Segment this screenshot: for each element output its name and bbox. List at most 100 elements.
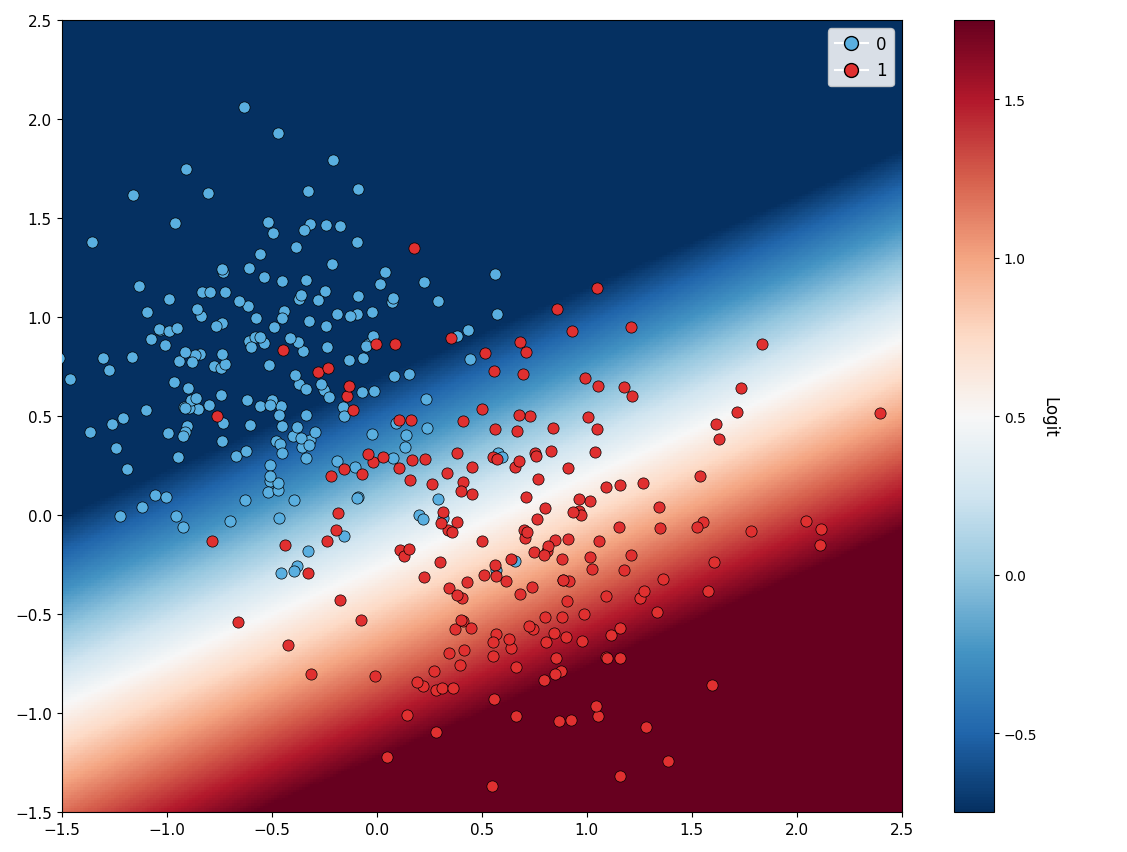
Point <box>444 682 462 695</box>
Point <box>461 353 479 366</box>
Point <box>453 591 471 605</box>
Point <box>416 570 434 584</box>
Point <box>384 452 402 465</box>
Point <box>159 426 177 440</box>
Point <box>454 475 472 489</box>
Point <box>212 362 230 376</box>
Point <box>487 558 505 572</box>
Point <box>544 422 562 435</box>
Point <box>611 479 629 492</box>
Point <box>273 567 291 580</box>
Point <box>559 462 577 475</box>
Point <box>797 515 815 528</box>
Point <box>621 549 639 562</box>
Point <box>239 300 257 314</box>
Point <box>547 651 565 665</box>
Point <box>242 341 260 354</box>
Point <box>174 520 192 533</box>
Point <box>250 248 268 262</box>
Point <box>114 412 132 425</box>
Legend: 0, 1: 0, 1 <box>828 29 894 87</box>
Point <box>364 330 382 343</box>
Point <box>151 324 169 337</box>
Point <box>285 493 303 507</box>
Point <box>548 302 566 316</box>
Point <box>631 591 649 605</box>
Point <box>401 474 419 487</box>
Point <box>176 402 194 416</box>
Point <box>273 274 291 288</box>
Point <box>207 320 225 333</box>
Point <box>527 512 545 526</box>
Point <box>611 652 629 665</box>
Point <box>364 456 382 469</box>
Point <box>400 542 418 556</box>
Point <box>286 369 304 383</box>
Point <box>728 406 746 419</box>
Point <box>335 401 353 415</box>
Point <box>259 216 277 229</box>
Point <box>511 588 529 602</box>
Point <box>261 475 279 488</box>
Point <box>136 403 154 417</box>
Point <box>511 408 529 422</box>
Point <box>160 292 178 306</box>
Point <box>588 423 606 436</box>
Point <box>118 463 136 476</box>
Point <box>483 451 502 464</box>
Point <box>515 523 533 537</box>
Point <box>527 450 545 463</box>
Point <box>335 463 353 476</box>
Point <box>317 219 335 233</box>
Point <box>192 310 210 324</box>
Point <box>352 613 370 627</box>
Point <box>309 294 327 308</box>
Point <box>487 627 505 641</box>
Point <box>216 357 234 371</box>
Point <box>339 380 357 394</box>
Point <box>312 377 330 391</box>
Point <box>348 492 366 505</box>
Point <box>575 607 593 621</box>
Point <box>229 615 247 629</box>
Point <box>294 344 312 358</box>
Point <box>50 352 68 366</box>
Point <box>588 710 606 723</box>
Point <box>289 560 307 573</box>
Point <box>459 576 477 590</box>
Point <box>325 153 343 167</box>
Point <box>39 423 57 436</box>
Point <box>442 331 460 345</box>
Point <box>360 447 378 461</box>
Point <box>284 429 302 443</box>
Point <box>611 769 629 783</box>
Point <box>524 622 542 636</box>
Point <box>476 569 494 583</box>
Point <box>562 714 580 728</box>
Point <box>269 511 287 525</box>
Point <box>699 584 717 598</box>
Point <box>694 516 712 530</box>
Point <box>349 182 367 196</box>
Point <box>247 312 265 325</box>
Point <box>438 466 456 480</box>
Point <box>189 403 207 417</box>
Point <box>384 369 402 383</box>
Point <box>187 391 205 405</box>
Point <box>213 317 231 331</box>
Point <box>265 321 283 335</box>
Point <box>538 544 556 558</box>
Point <box>387 417 405 430</box>
Point <box>573 635 591 648</box>
Point <box>589 380 607 394</box>
Point <box>295 224 313 238</box>
Point <box>296 383 314 397</box>
Point <box>314 384 332 398</box>
Point <box>703 679 721 693</box>
Point <box>286 241 304 255</box>
Point <box>298 273 316 287</box>
Point <box>107 441 125 455</box>
Point <box>269 477 287 491</box>
Point <box>259 486 277 499</box>
Point <box>274 344 292 358</box>
